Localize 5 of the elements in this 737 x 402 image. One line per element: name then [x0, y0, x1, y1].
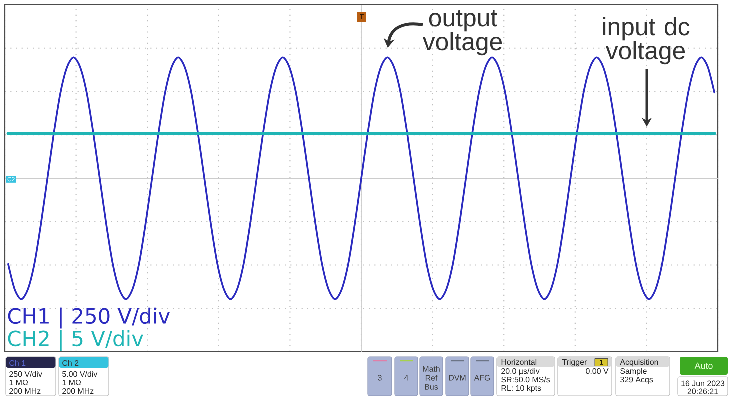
text: CH2 | 5 V/div [8, 330, 144, 352]
text: output voltage [422, 10, 502, 56]
series-label: CH1 | 250 V/div [8, 308, 170, 329]
annotation: input dc voltage [603, 17, 690, 65]
text: Auto [694, 362, 713, 370]
